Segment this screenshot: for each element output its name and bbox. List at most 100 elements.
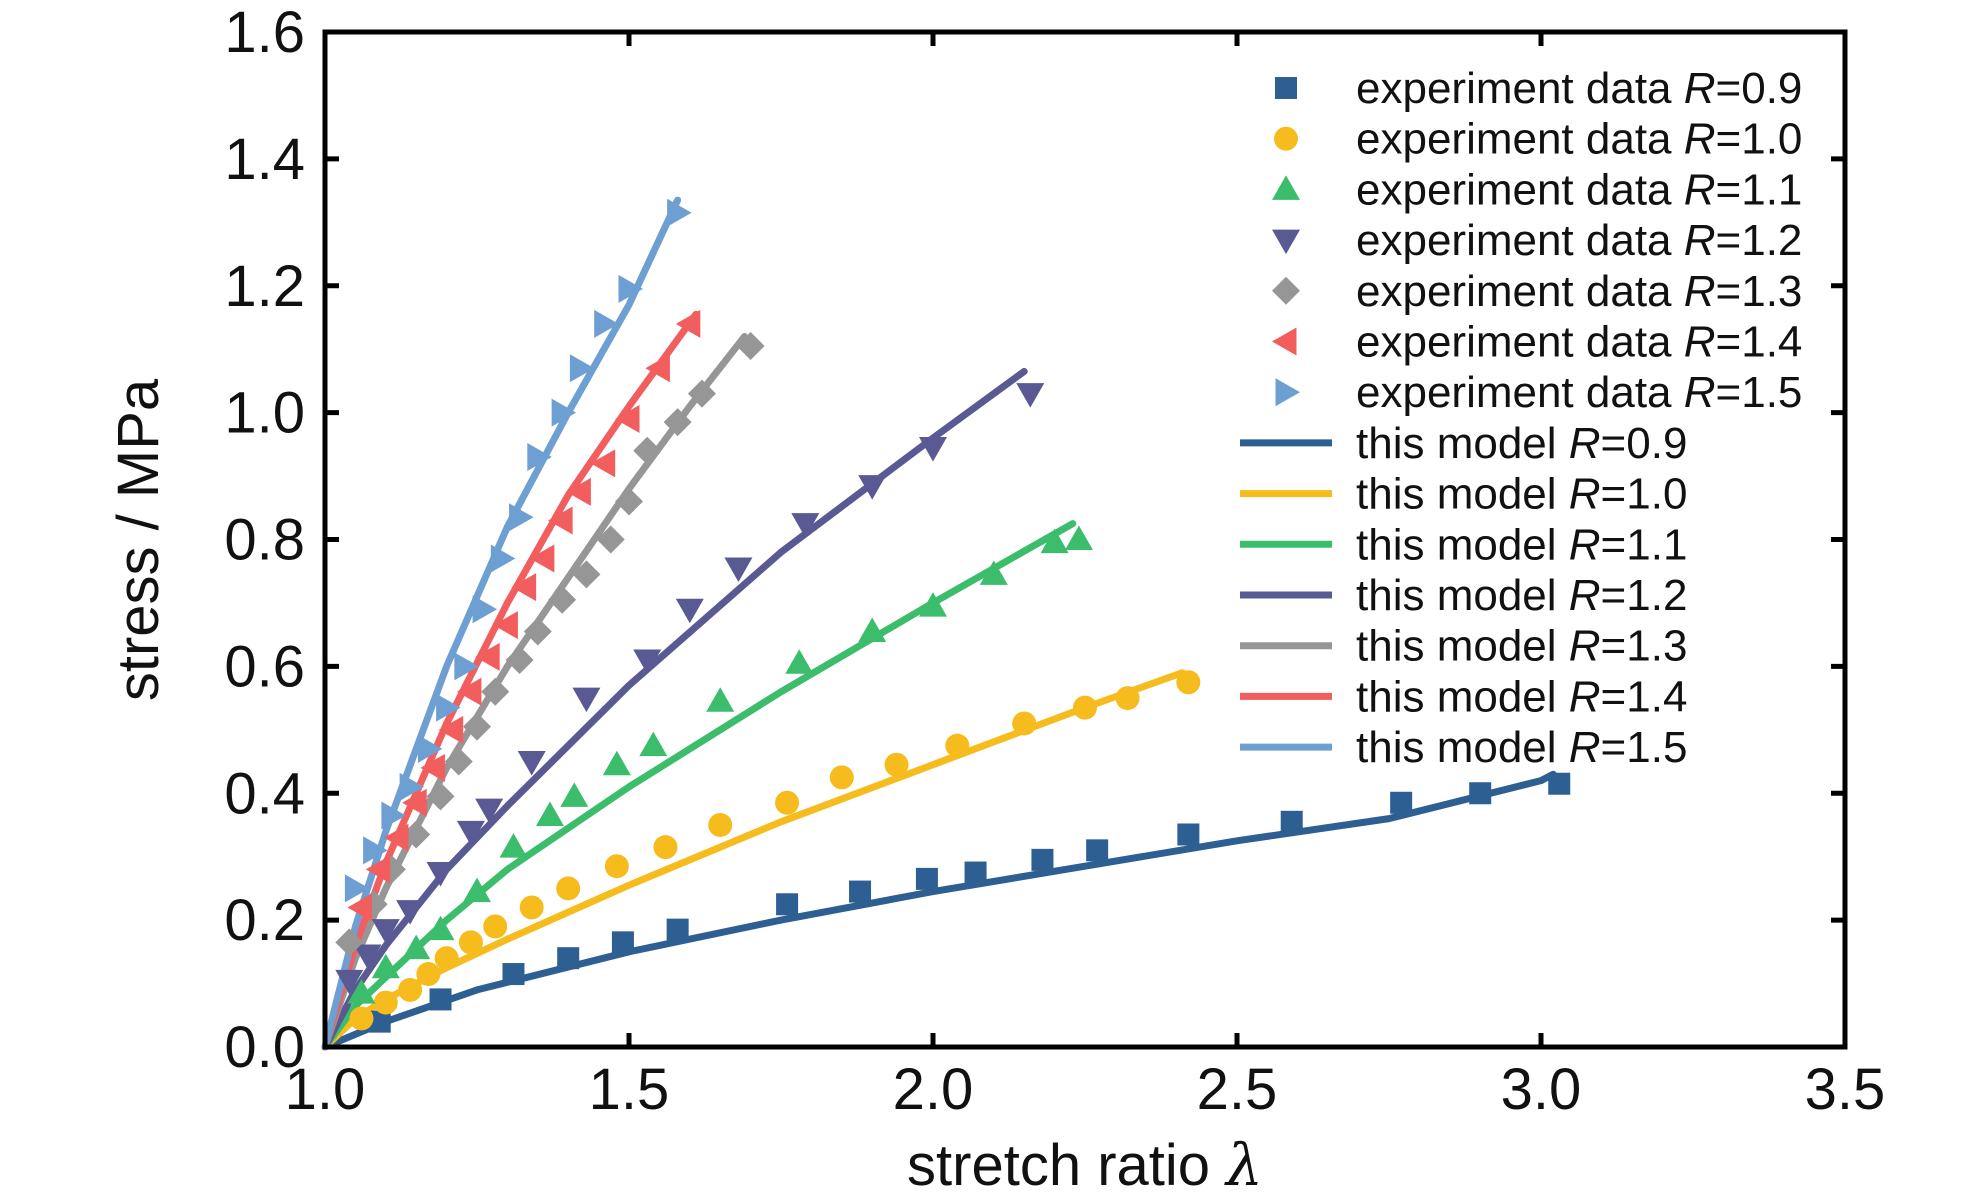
data-point-R10 (1176, 670, 1201, 695)
legend-marker-R15 (1275, 378, 1300, 407)
data-point-R13 (402, 820, 431, 849)
data-point-R11 (463, 877, 491, 903)
data-point-R13 (596, 525, 625, 554)
data-point-R15 (454, 652, 479, 681)
legend-marker-R11 (1272, 175, 1300, 200)
data-point-R11 (639, 731, 668, 757)
data-point-R11 (426, 915, 455, 941)
legend-label-model-R14: this model R=1.4 (1356, 672, 1687, 721)
data-point-R15 (344, 874, 370, 903)
data-point-R14 (383, 823, 409, 852)
data-point-R11 (535, 801, 564, 826)
data-point-R12 (675, 598, 704, 624)
data-point-R14 (456, 677, 482, 706)
data-point-R12 (572, 687, 601, 713)
data-point-R14 (493, 611, 518, 640)
legend-label-model-R13: this model R=1.3 (1356, 622, 1687, 671)
data-point-R12 (724, 557, 753, 583)
data-point-R11 (499, 833, 528, 858)
data-point-R11 (402, 934, 431, 960)
data-point-R15 (527, 443, 552, 472)
data-point-R09 (1086, 839, 1109, 862)
legend-label-data-R14: experiment data R=1.4 (1356, 318, 1802, 367)
data-point-R10 (604, 854, 629, 879)
data-point-R10 (829, 765, 854, 790)
legend-label-data-R10: experiment data R=1.0 (1356, 115, 1802, 164)
x-tick-label: 2.0 (893, 1057, 974, 1122)
data-point-R11 (347, 979, 376, 1004)
data-point-R13 (523, 617, 552, 646)
data-point-R12 (335, 969, 364, 995)
data-point-R15 (399, 772, 425, 801)
data-point-R14 (566, 477, 591, 506)
data-point-R14 (365, 855, 391, 884)
data-point-R12 (353, 944, 382, 970)
data-point-R12 (858, 475, 887, 500)
data-point-R15 (667, 198, 692, 227)
data-point-R13 (736, 332, 765, 361)
data-point-R12 (396, 900, 425, 925)
y-tick-label: 1.4 (224, 127, 305, 192)
legend-marker-R14 (1272, 327, 1297, 356)
data-point-R12 (475, 798, 504, 824)
data-point-R09 (776, 893, 799, 916)
data-point-R13 (633, 436, 662, 465)
data-point-R12 (371, 919, 400, 944)
data-point-R13 (481, 677, 510, 706)
y-tick-label: 0.2 (224, 888, 305, 953)
data-point-R13 (663, 408, 692, 437)
legend-label-model-R09: this model R=0.9 (1356, 419, 1687, 468)
y-tick-label: 1.6 (224, 0, 305, 65)
data-point-R11 (979, 560, 1008, 585)
data-point-R13 (444, 747, 473, 776)
data-point-R11 (706, 687, 735, 712)
model-line-R13 (321, 333, 748, 1051)
data-point-R10 (519, 895, 544, 920)
data-point-R11 (858, 617, 887, 642)
y-tick-label: 0.4 (224, 761, 305, 826)
y-axis-title: stress / MPa (106, 378, 171, 701)
legend-label-model-R11: this model R=1.1 (1356, 520, 1687, 569)
data-point-R12 (1016, 383, 1045, 408)
model-line-R10 (321, 669, 1186, 1051)
data-point-R11 (602, 750, 631, 776)
data-point-R13 (687, 379, 716, 408)
data-point-R10 (349, 1006, 374, 1031)
data-point-R15 (436, 693, 461, 722)
data-point-R09 (1469, 782, 1492, 805)
legend-label-data-R13: experiment data R=1.3 (1356, 267, 1802, 316)
data-point-R15 (363, 836, 388, 865)
data-point-R15 (569, 354, 595, 383)
legend-label-data-R12: experiment data R=1.2 (1356, 216, 1802, 265)
data-point-R10 (945, 733, 970, 758)
data-point-R13 (505, 646, 534, 675)
data-point-R13 (335, 928, 364, 957)
data-point-R13 (572, 560, 601, 589)
data-point-R10 (708, 812, 733, 837)
data-point-R11 (560, 782, 589, 807)
data-point-R09 (1548, 772, 1571, 795)
legend-label-model-R15: this model R=1.5 (1356, 723, 1687, 772)
data-point-R10 (884, 752, 909, 777)
data-point-R10 (458, 930, 483, 955)
legend-label-data-R15: experiment data R=1.5 (1356, 368, 1802, 417)
data-point-R15 (490, 544, 516, 573)
data-point-R14 (511, 573, 537, 602)
data-point-R09 (1390, 791, 1413, 814)
data-point-R13 (615, 487, 643, 516)
y-tick-label: 0.8 (224, 508, 305, 573)
data-point-R09 (1031, 848, 1054, 871)
data-point-R14 (529, 544, 555, 573)
data-point-R10 (483, 914, 508, 939)
data-point-R11 (919, 592, 947, 617)
legend-label-model-R12: this model R=1.2 (1356, 571, 1687, 620)
legend-marker-R13 (1272, 276, 1300, 305)
data-point-R12 (633, 649, 662, 675)
data-point-R09 (502, 963, 525, 986)
y-tick-label: 0.6 (224, 634, 305, 699)
data-point-R11 (371, 953, 400, 979)
data-point-R12 (426, 862, 455, 887)
data-point-R09 (557, 947, 580, 970)
